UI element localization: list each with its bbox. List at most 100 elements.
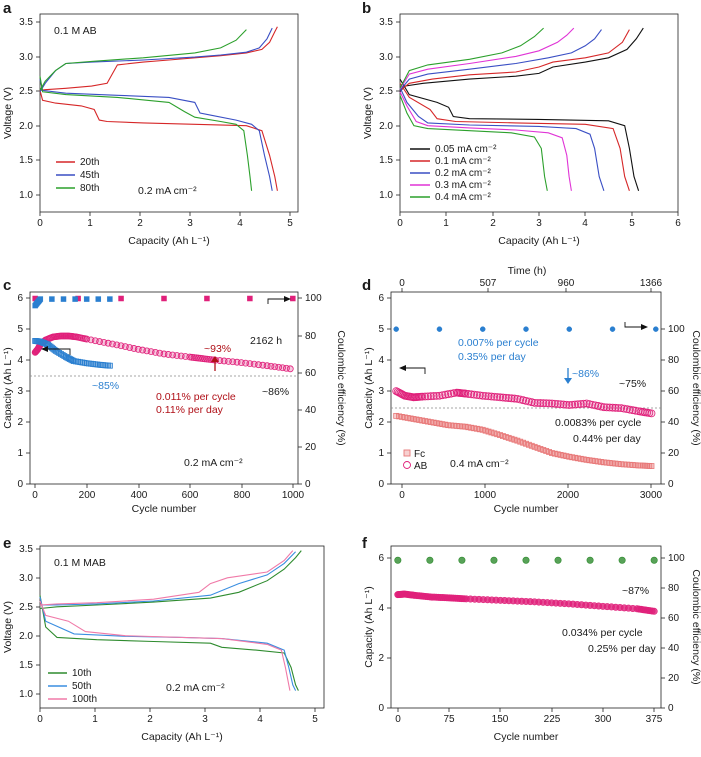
x-axis-label: Capacity (Ah L⁻¹) <box>498 235 579 247</box>
fade-rate-per-day: 0.44% per day <box>573 433 641 445</box>
ce-point <box>37 296 44 302</box>
x-tick-label: 1000 <box>282 490 305 501</box>
x-tick-label: 225 <box>544 714 561 725</box>
curves <box>39 550 302 691</box>
panel-a: a 0 1 2 3 4 5 1.0 1.5 2.0 2.5 3.0 3.5 C <box>2 0 299 247</box>
fade-rate-per-cycle: 0.011% per cycle <box>156 391 236 403</box>
discharge-curve-20th <box>39 90 278 191</box>
fade-rate-per-cycle: 0.034% per cycle <box>562 627 643 639</box>
discharge-curve-0-05-ma-cm- <box>399 78 640 191</box>
fade-rate-per-day: 0.25% per day <box>588 643 656 655</box>
x-tick-label: 375 <box>646 714 663 725</box>
ce-point <box>161 295 167 302</box>
y-tick-label: 6 <box>378 553 384 564</box>
ce-point <box>566 326 573 332</box>
curves <box>399 27 644 191</box>
ce-point <box>522 556 530 564</box>
ab-capacity-point <box>594 402 603 410</box>
x-tick-label: 2000 <box>557 490 580 501</box>
arrow-to-capacity-axis <box>45 348 71 355</box>
y-tick-label: 1 <box>17 448 23 459</box>
legend-label: 0.3 mA cm⁻² <box>435 180 492 191</box>
ab-capacity-point <box>438 391 447 400</box>
ab-capacity-point <box>484 392 493 401</box>
capacity-point <box>650 607 658 615</box>
y2-tick-label: 40 <box>668 643 680 654</box>
y2-tick-label: 40 <box>305 405 317 416</box>
ab-capacity-point <box>426 392 435 401</box>
y-tick-label: 1.5 <box>19 155 33 166</box>
x-tick-label: 1000 <box>474 490 497 501</box>
arrow-to-ce-axis <box>267 298 288 304</box>
fc-capacity-point <box>58 351 64 357</box>
charge-curve-50th <box>40 551 296 606</box>
ce-point <box>490 556 498 564</box>
fc-capacity-point <box>51 346 58 353</box>
discharge-curve-0-4-ma-cm- <box>399 95 548 191</box>
panel-f: f 0 75 150 225 300 375 0 2 4 6 <box>362 535 701 743</box>
arrow-head <box>564 378 572 384</box>
y-tick-label: 5 <box>17 324 23 335</box>
ab-capacity-point <box>475 391 484 400</box>
discharge-curve-100th <box>39 600 291 691</box>
x-tick-label: 400 <box>131 490 148 501</box>
y-tick-label: 6 <box>378 293 384 304</box>
ab-capacity-point <box>576 400 585 408</box>
charge-curve-20th <box>39 26 278 91</box>
x-tick-label: 0 <box>397 218 403 229</box>
retention-annotation: ~93% <box>204 343 231 355</box>
y2-axis-ticks <box>661 328 665 485</box>
ab-capacity-point <box>481 392 490 400</box>
x-tick-label: 3000 <box>640 490 663 501</box>
panel-label-d: d <box>362 277 371 294</box>
ab-capacity-point <box>421 392 429 401</box>
arrow-to-ce-axis <box>624 322 645 328</box>
y2-tick-label: 100 <box>668 324 685 335</box>
x2-tick-label: 960 <box>558 278 575 289</box>
ab-capacity-point <box>432 391 441 400</box>
ce-point <box>479 326 486 332</box>
ce-point <box>436 326 443 332</box>
x-axis-ticks <box>39 212 291 216</box>
legend: 10th 50th 100th <box>48 668 97 705</box>
x-axis-ticks <box>399 212 679 216</box>
y-tick-label: 2.0 <box>379 121 393 132</box>
ab-capacity-point <box>513 394 522 403</box>
x-tick-label: 2 <box>137 218 143 229</box>
ce-point <box>650 556 658 564</box>
legend: 0.05 mA cm⁻² 0.1 mA cm⁻² 0.2 mA cm⁻² 0.3… <box>410 144 497 203</box>
y2-axis-ticks <box>661 557 665 709</box>
y-axis-ticks <box>387 297 391 485</box>
panel-b: b 0 1 2 3 4 5 6 1.0 1.5 2.0 2.5 3.0 <box>362 0 681 247</box>
arrow-to-capacity-axis <box>403 367 426 374</box>
x2-tick-label: 507 <box>480 278 497 289</box>
y-tick-label: 0 <box>378 479 384 490</box>
y-axis-label: Capacity (Ah L⁻¹) <box>363 347 375 428</box>
x-tick-label: 600 <box>182 490 199 501</box>
electrolyte-annotation: 0.1 M AB <box>54 25 97 37</box>
x-tick-label: 4 <box>237 218 243 229</box>
y-axis-ticks <box>36 21 40 196</box>
ce-point <box>204 295 210 302</box>
x-tick-label: 150 <box>492 714 509 725</box>
x-tick-label: 5 <box>629 218 635 229</box>
fade-rate-per-day: 0.11% per day <box>156 404 224 416</box>
charge-curve-10th <box>39 550 302 610</box>
y-axis-ticks <box>26 297 30 485</box>
ab-capacity-point <box>585 400 594 409</box>
x-tick-label: 1 <box>443 218 449 229</box>
charge-curve-80th <box>39 29 247 91</box>
ab-capacity-point <box>516 395 525 404</box>
x-tick-label: 3 <box>536 218 542 229</box>
legend: 20th 45th 80th <box>56 157 99 194</box>
x-tick-label: 5 <box>287 218 293 229</box>
ce-point <box>653 326 659 332</box>
y-tick-label: 3.5 <box>19 17 33 28</box>
y2-axis-ticks <box>298 297 302 485</box>
x2-axis-ticks <box>401 288 652 292</box>
series-points <box>394 556 658 615</box>
ab-capacity-point <box>444 390 453 399</box>
ab-capacity-point <box>473 391 481 399</box>
discharge-curve-0-3-ma-cm- <box>399 91 572 191</box>
ab-capacity-point <box>617 404 626 413</box>
